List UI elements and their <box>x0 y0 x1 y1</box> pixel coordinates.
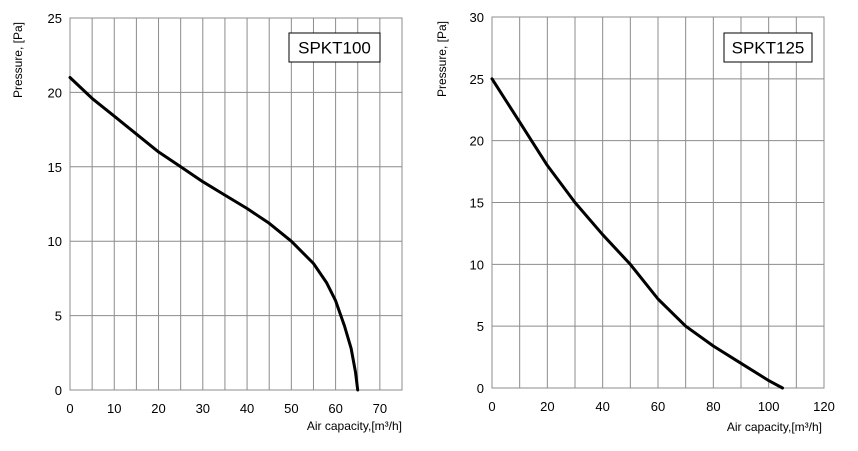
x-tick-label: 40 <box>595 399 609 414</box>
chart-spkt125: 0 20 40 60 80 100 120 0 5 10 15 20 25 30 Pressure, [Pa… <box>435 10 835 434</box>
series-line <box>68 76 360 392</box>
grid <box>491 16 825 389</box>
x-tick-label: 100 <box>758 399 780 414</box>
y-tick-label: 30 <box>470 10 484 25</box>
chart-spkt100: 0 10 20 30 40 50 60 70 0 5 10 15 20 25 Pressure, [Pa] A… <box>11 11 403 433</box>
y-tick-label: 15 <box>470 196 484 211</box>
y-tick-label: 5 <box>477 319 484 334</box>
y-tick-label: 20 <box>470 134 484 149</box>
x-tick-label: 40 <box>240 401 254 416</box>
y-tick-label: 25 <box>470 72 484 87</box>
y-axis-label: Pressure, [Pa] <box>435 21 449 97</box>
plot-frame <box>69 17 403 391</box>
y-tick-label: 10 <box>470 257 484 272</box>
y-tick-label: 5 <box>55 309 62 324</box>
x-tick-label: 60 <box>328 401 342 416</box>
chart-title: SPKT100 <box>298 39 371 58</box>
y-tick-label: 20 <box>48 85 62 100</box>
grid <box>69 17 403 391</box>
chart-title-box <box>723 32 813 63</box>
y-tick-label: 10 <box>48 234 62 249</box>
series-line <box>490 77 784 390</box>
x-tick-label: 0 <box>488 399 495 414</box>
x-tick-label: 70 <box>373 401 387 416</box>
x-tick-label: 10 <box>107 401 121 416</box>
y-tick-label: 25 <box>48 11 62 26</box>
y-tick-label: 0 <box>477 381 484 396</box>
plot-frame <box>491 16 825 389</box>
x-axis-label: Air capacity,[m³/h] <box>727 420 822 434</box>
x-tick-label: 120 <box>813 399 835 414</box>
x-tick-label: 20 <box>540 399 554 414</box>
x-tick-label: 30 <box>196 401 210 416</box>
x-tick-label: 80 <box>706 399 720 414</box>
x-tick-label: 20 <box>151 401 165 416</box>
x-tick-label: 0 <box>66 401 73 416</box>
x-tick-label: 60 <box>651 399 665 414</box>
y-tick-label: 15 <box>48 160 62 175</box>
x-axis-label: Air capacity,[m³/h] <box>307 419 402 433</box>
chart-title-box <box>288 32 381 63</box>
chart-title: SPKT125 <box>732 39 805 58</box>
x-tick-label: 50 <box>284 401 298 416</box>
y-axis-label: Pressure, [Pa] <box>11 22 25 98</box>
y-tick-label: 0 <box>55 383 62 398</box>
